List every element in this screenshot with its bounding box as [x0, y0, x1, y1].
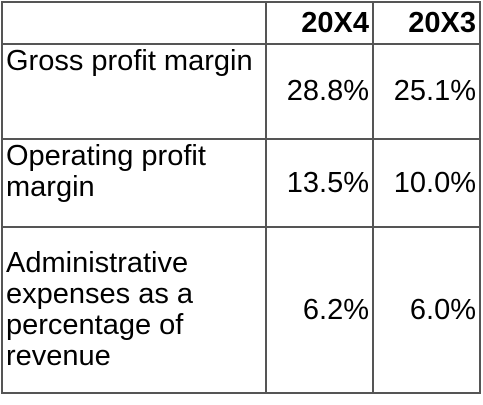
cell-value: 10.0%: [372, 138, 481, 228]
row-label: Operating profit margin: [1, 138, 267, 228]
cell-value: 13.5%: [265, 138, 374, 228]
cell-value: 25.1%: [372, 43, 481, 140]
corner-cell: [1, 1, 267, 45]
row: Operating profit margin 13.5% 10.0%: [1, 138, 481, 228]
cell-value: 28.8%: [265, 43, 374, 140]
header-row: 20X4 20X3: [1, 1, 481, 45]
row: Administrative expenses as a percentage …: [1, 226, 481, 394]
row: Gross profit margin 28.8% 25.1%: [1, 43, 481, 140]
cell-value: 6.2%: [265, 226, 374, 394]
row-label: Administrative expenses as a percentage …: [1, 226, 267, 394]
cell-value: 6.0%: [372, 226, 481, 394]
row-label: Gross profit margin: [1, 43, 267, 140]
ratio-table: 20X4 20X3 Gross profit margin 28.8% 25.1…: [1, 1, 481, 394]
column-header: 20X3: [372, 1, 481, 45]
column-header: 20X4: [265, 1, 374, 45]
